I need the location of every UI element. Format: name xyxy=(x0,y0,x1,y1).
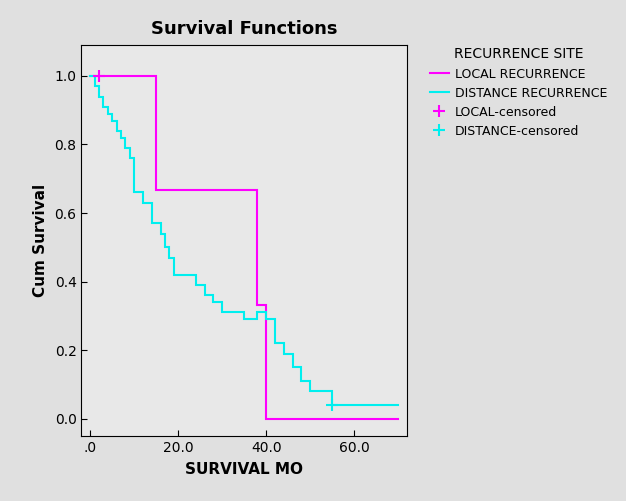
Legend: LOCAL RECURRENCE, DISTANCE RECURRENCE, LOCAL-censored, DISTANCE-censored: LOCAL RECURRENCE, DISTANCE RECURRENCE, L… xyxy=(426,44,611,142)
Title: Survival Functions: Survival Functions xyxy=(151,20,337,38)
X-axis label: SURVIVAL MO: SURVIVAL MO xyxy=(185,462,303,476)
Y-axis label: Cum Survival: Cum Survival xyxy=(33,184,48,297)
